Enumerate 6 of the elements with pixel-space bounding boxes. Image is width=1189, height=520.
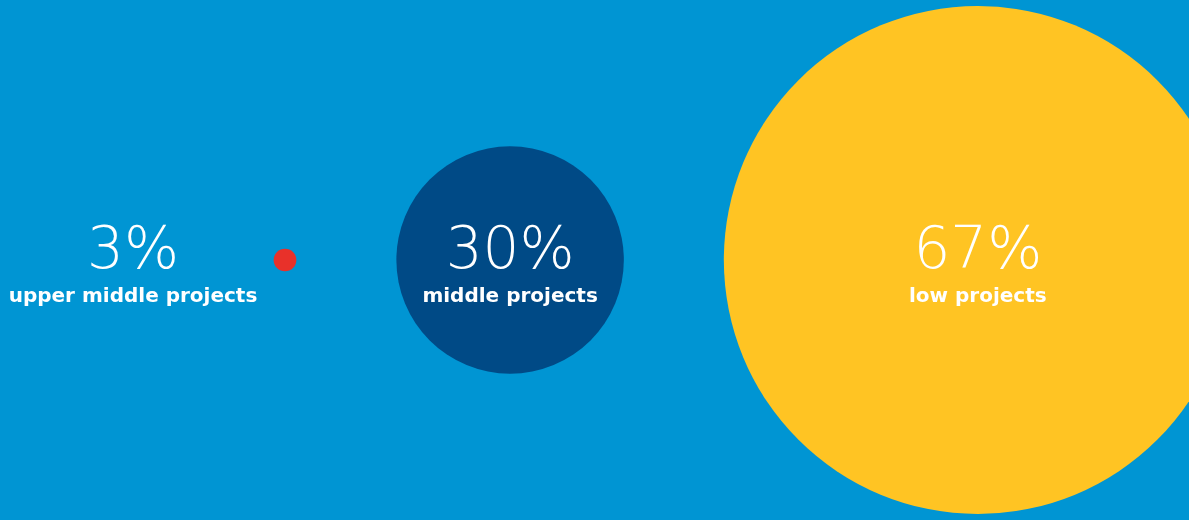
data-label: 3% — [86, 214, 180, 282]
data-label: 67% — [913, 214, 1043, 282]
category-label: middle projects — [422, 283, 598, 307]
category-label: upper middle projects — [8, 283, 258, 307]
category-label: low projects — [908, 283, 1047, 307]
data-label: 30% — [445, 214, 575, 282]
